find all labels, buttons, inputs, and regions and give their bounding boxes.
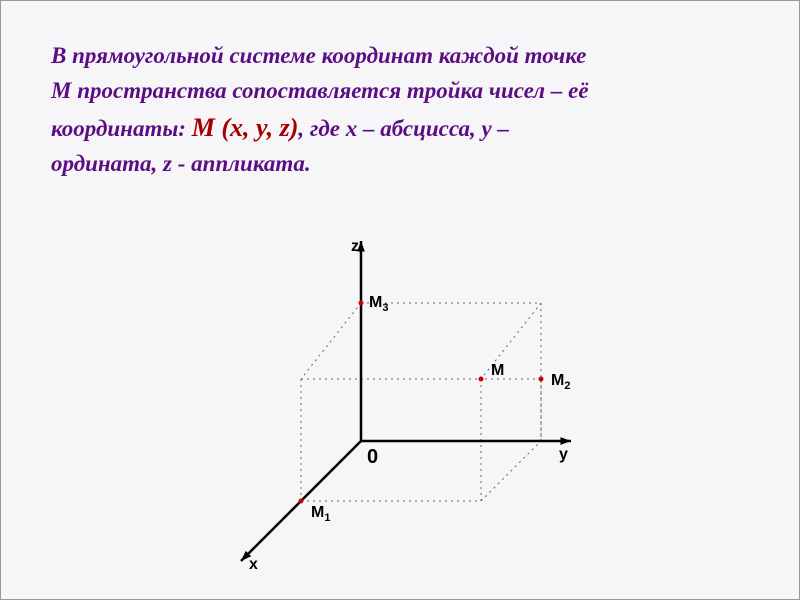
formula: M (x, y, z) — [192, 113, 299, 142]
description-text: В прямоугольной системе координат каждой… — [51, 39, 751, 182]
svg-text:M: M — [491, 362, 504, 379]
svg-text:x: x — [249, 556, 258, 573]
text-line-3a: координаты: — [51, 116, 192, 141]
svg-text:M2: M2 — [551, 372, 570, 392]
text-line-2: М пространства сопоставляется тройка чис… — [51, 78, 589, 103]
text-line-1: В прямоугольной системе координат каждой… — [51, 43, 586, 68]
svg-text:z: z — [351, 238, 359, 255]
svg-text:M3: M3 — [369, 294, 388, 314]
text-line-3b: , где х – абсцисса, у – — [298, 116, 509, 141]
coordinate-diagram: z y x 0 M M1 M2 M3 — [211, 231, 611, 581]
svg-text:M1: M1 — [311, 504, 330, 524]
text-line-4: ордината, z - аппликата. — [51, 151, 311, 176]
slide: В прямоугольной системе координат каждой… — [0, 0, 800, 600]
svg-text:y: y — [559, 446, 568, 463]
svg-text:0: 0 — [367, 446, 378, 468]
